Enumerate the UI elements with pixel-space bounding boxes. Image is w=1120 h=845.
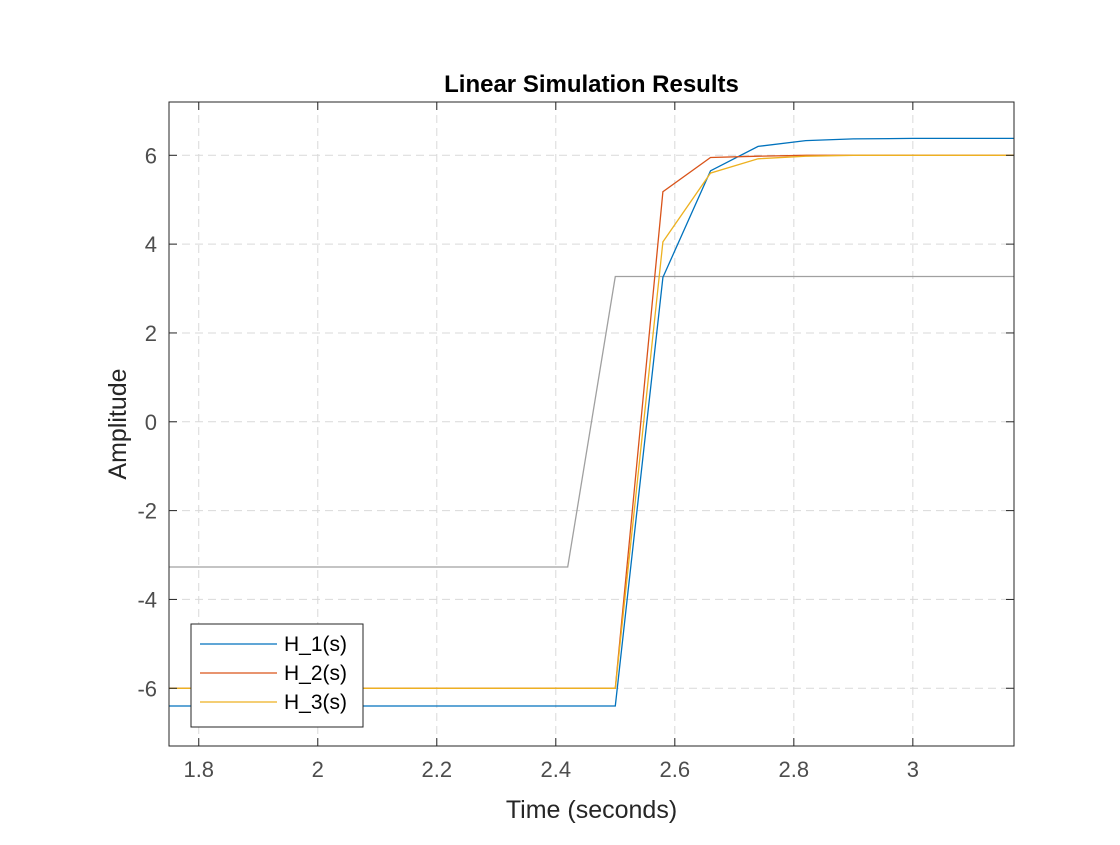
x-tick-label: 2.2 (421, 757, 452, 782)
y-tick-label: 6 (145, 143, 157, 168)
chart-title: Linear Simulation Results (444, 71, 739, 98)
legend-box (190, 623, 364, 728)
legend: H_1(s) H_2(s) H_3(s) (190, 623, 364, 728)
input-signal-line (169, 275, 1014, 568)
legend-label: H_2(s) (284, 662, 347, 685)
x-tick-label: 1.8 (183, 757, 214, 782)
x-tick-label: 2 (312, 757, 324, 782)
y-tick-label: -6 (137, 676, 157, 701)
y-tick-label: -4 (137, 587, 157, 612)
y-axis-title: Amplitude (104, 368, 132, 479)
x-axis-title: Time (seconds) (506, 796, 677, 824)
y-tick-label: 2 (145, 321, 157, 346)
series-lines (169, 137, 1014, 707)
legend-label: H_3(s) (284, 691, 347, 714)
series-line-1 (169, 137, 1014, 707)
x-tick-label: 2.6 (660, 757, 691, 782)
x-tick-label: 3 (907, 757, 919, 782)
axis-ticks: 1.8 2 2.2 2.4 2.6 2.8 3 -6 -4 -2 0 2 4 6 (137, 102, 1014, 782)
y-tick-label: 0 (145, 410, 157, 435)
x-tick-label: 2.4 (540, 757, 571, 782)
y-tick-label: 4 (145, 232, 157, 257)
legend-label: H_1(s) (284, 633, 347, 656)
x-tick-label: 2.8 (779, 757, 810, 782)
y-tick-label: -2 (137, 499, 157, 524)
series-line-3 (169, 154, 1014, 689)
axes-box (168, 101, 1015, 747)
